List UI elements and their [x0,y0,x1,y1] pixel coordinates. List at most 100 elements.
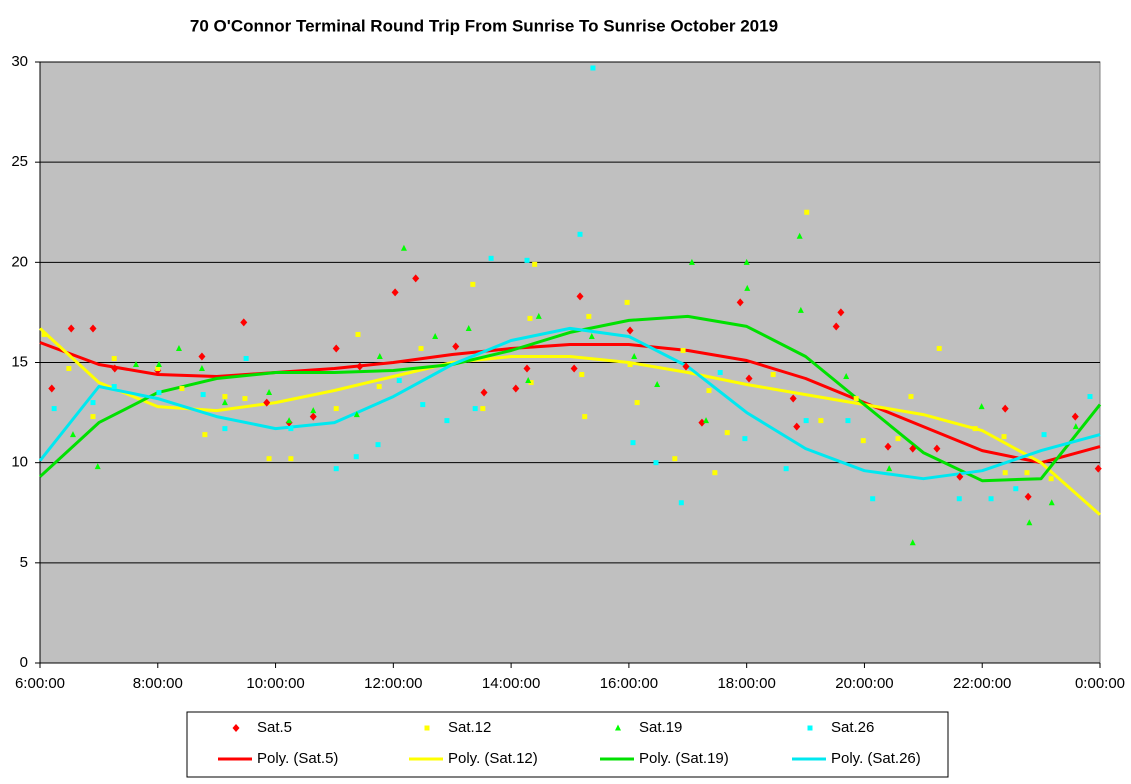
point [66,366,72,372]
point [682,362,690,371]
point [90,414,96,420]
trendline [38,314,1102,483]
legend-label: Poly. (Sat.26) [831,750,921,767]
point [590,65,596,71]
legend-label: Poly. (Sat.5) [257,750,338,767]
point [51,406,57,412]
point [175,344,182,351]
point [724,430,730,436]
legend-label: Sat.12 [448,719,491,736]
point [736,298,744,307]
point [745,374,753,383]
point [286,417,293,424]
point [832,322,840,331]
point [860,438,866,444]
point [1094,464,1102,473]
point [624,299,630,305]
point [630,440,636,446]
point [67,324,75,333]
point [577,231,583,237]
point [895,436,901,442]
point [222,426,228,432]
legend-label: Sat.19 [639,719,682,736]
point [1001,434,1007,440]
legend-marker [807,725,813,731]
y-tick-label: 5 [20,554,28,571]
point [288,456,294,462]
point [480,388,488,397]
x-tick-label: 20:00:00 [835,675,893,692]
point [634,400,640,406]
point [678,500,684,506]
point [582,414,588,420]
point [396,378,402,384]
point [221,399,228,406]
point [332,344,340,353]
point [1001,404,1009,413]
point [672,456,678,462]
point [588,332,595,339]
point [1041,432,1047,438]
y-tick-label: 10 [11,454,28,471]
point [198,365,205,372]
point [884,442,892,451]
point [69,431,76,438]
point [512,384,520,393]
point [155,366,161,372]
y-tick-label: 0 [20,654,28,671]
x-tick-label: 18:00:00 [717,675,775,692]
point [242,396,248,402]
point [933,444,941,453]
point [356,362,364,371]
point [793,422,801,431]
point [576,292,584,301]
point [853,396,859,402]
legend-label: Poly. (Sat.12) [448,750,538,767]
point [886,465,893,472]
point [90,400,96,406]
point [706,388,712,394]
point [698,418,706,427]
point [111,355,117,361]
point [111,364,119,373]
point [703,417,710,424]
legend-marker [615,724,621,731]
legend-label: Sat.5 [257,719,292,736]
point [837,308,845,317]
point [631,352,638,359]
point [1087,394,1093,400]
point [488,255,494,261]
legend-box [186,711,949,778]
point [353,454,359,460]
point [627,362,633,368]
point [310,407,317,414]
point [202,432,208,438]
x-tick-label: 0:00:00 [1075,675,1125,692]
point [956,496,962,502]
point [797,306,804,313]
point [1002,470,1008,476]
point [680,347,686,353]
x-tick-label: 8:00:00 [133,675,183,692]
point [532,261,538,267]
point [712,470,718,476]
point [688,258,695,265]
point [936,345,942,351]
x-tick-label: 16:00:00 [600,675,658,692]
point [263,398,271,407]
legend-label: Poly. (Sat.19) [639,750,729,767]
point [1026,519,1033,526]
point [843,373,850,380]
point [1013,486,1019,492]
point [353,411,360,418]
x-tick-label: 22:00:00 [953,675,1011,692]
point [179,386,185,392]
point [309,412,317,421]
point [1048,476,1054,482]
point [744,284,751,291]
point [988,496,994,502]
point [472,406,478,412]
point [717,370,723,376]
point [355,331,361,337]
point [480,406,486,412]
